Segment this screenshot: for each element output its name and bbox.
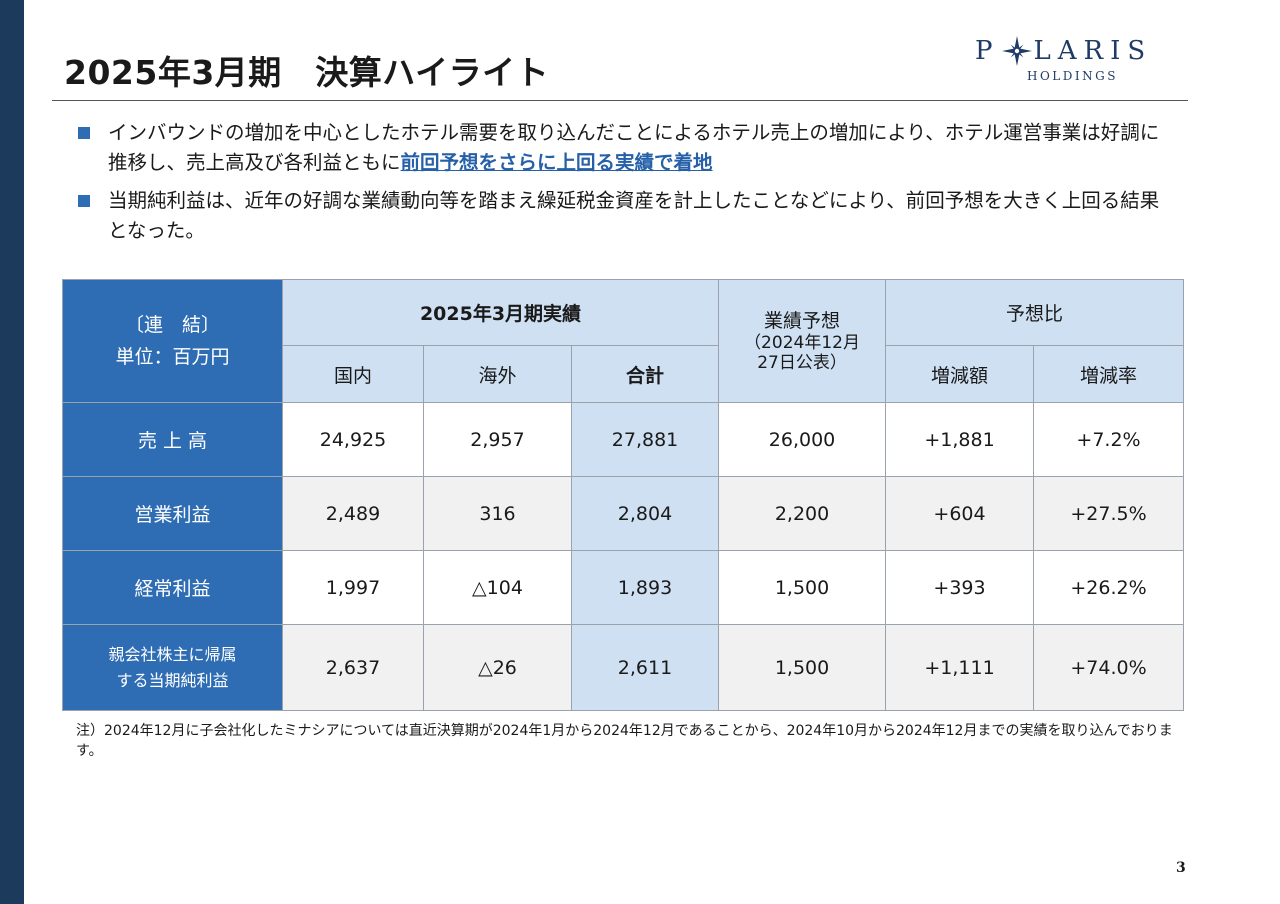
table-row: 経常利益 1,997 △104 1,893 1,500 +393 +26.2% [62, 550, 1185, 625]
col-overseas: 海外 [423, 345, 572, 403]
logo-subtitle: HOLDINGS [1027, 69, 1118, 83]
cell-diff: +1,881 [885, 402, 1035, 477]
actual-results-header: 2025年3月期実績 [281, 279, 720, 346]
cell-overseas: △104 [423, 550, 572, 625]
cell-total: 27,881 [570, 402, 720, 477]
logo-letters-laris: LARIS [1033, 36, 1153, 66]
cell-rate: +7.2% [1033, 402, 1185, 477]
square-bullet-icon [78, 127, 90, 139]
cell-diff: +604 [885, 476, 1035, 551]
north-star-icon [1001, 36, 1032, 66]
cell-forecast: 26,000 [718, 402, 887, 477]
cell-domestic: 2,637 [282, 624, 424, 711]
forecast-date-line1: （2024年12月 [744, 333, 860, 353]
cell-domestic: 2,489 [282, 476, 424, 551]
consolidated-label: 〔連 結〕 [124, 314, 220, 336]
col-rate: 増減率 [1033, 345, 1185, 403]
row-label-operating-profit: 営業利益 [62, 476, 283, 551]
cell-forecast: 2,200 [718, 476, 887, 551]
company-logo: P LARIS HOLDINGS [975, 36, 1175, 88]
cell-rate: +74.0% [1033, 624, 1185, 711]
cell-domestic: 1,997 [282, 550, 424, 625]
left-accent-bar [0, 0, 24, 904]
bullet-text-1: インバウンドの増加を中心としたホテル需要を取り込んだことによるホテル売上の増加に… [108, 121, 1160, 174]
cell-total: 1,893 [570, 550, 720, 625]
table-row: 営業利益 2,489 316 2,804 2,200 +604 +27.5% [62, 476, 1185, 551]
row-label-net-income-line1: 親会社株主に帰属 [108, 644, 237, 664]
table-corner-header: 〔連 結〕 単位：百万円 [62, 279, 283, 403]
cell-overseas: 316 [423, 476, 572, 551]
cell-overseas: △26 [423, 624, 572, 711]
compare-header: 予想比 [885, 279, 1185, 346]
logo-wordmark: P LARIS [975, 36, 1152, 66]
cell-total: 2,611 [570, 624, 720, 711]
forecast-date-line2: 27日公表） [757, 353, 847, 373]
row-label-net-income: 親会社株主に帰属 する当期純利益 [62, 624, 283, 711]
cell-diff: +393 [885, 550, 1035, 625]
table-row: 親会社株主に帰属 する当期純利益 2,637 △26 2,611 1,500 +… [62, 624, 1185, 711]
cell-diff: +1,111 [885, 624, 1035, 711]
cell-overseas: 2,957 [423, 402, 572, 477]
title-divider [52, 100, 1188, 101]
table-row: 売 上 高 24,925 2,957 27,881 26,000 +1,881 … [62, 402, 1185, 477]
cell-domestic: 24,925 [282, 402, 424, 477]
bullet-item-1: インバウンドの増加を中心としたホテル需要を取り込んだことによるホテル売上の増加に… [78, 118, 1178, 178]
results-table: 〔連 結〕 単位：百万円 2025年3月期実績 業績予想 （2024年12月 2… [62, 279, 1185, 711]
unit-label: 単位：百万円 [115, 346, 230, 368]
col-domestic: 国内 [282, 345, 424, 403]
cell-forecast: 1,500 [718, 624, 887, 711]
cell-rate: +26.2% [1033, 550, 1185, 625]
footnote: 注）2024年12月に子会社化したミナシアについては直近決算期が2024年1月か… [76, 723, 1173, 759]
cell-rate: +27.5% [1033, 476, 1185, 551]
cell-forecast: 1,500 [718, 550, 887, 625]
highlight-bullets: インバウンドの増加を中心としたホテル需要を取り込んだことによるホテル売上の増加に… [78, 118, 1178, 254]
bullet-item-2: 当期純利益は、近年の好調な業績動向等を踏まえ繰延税金資産を計上したことなどにより… [78, 186, 1178, 246]
page-title: 2025年3月期 決算ハイライト [64, 53, 550, 92]
col-diff: 増減額 [885, 345, 1035, 403]
row-label-net-income-line2: する当期純利益 [116, 670, 229, 690]
page-number: 3 [1176, 860, 1186, 876]
logo-letter-p: P [975, 36, 1000, 66]
forecast-title: 業績予想 [764, 310, 841, 332]
forecast-header: 業績予想 （2024年12月 27日公表） [718, 279, 887, 403]
bullet-text-2: 当期純利益は、近年の好調な業績動向等を踏まえ繰延税金資産を計上したことなどにより… [108, 189, 1160, 242]
bullet-highlight-1: 前回予想をさらに上回る実績で着地 [400, 151, 713, 174]
row-label-ordinary-profit: 経常利益 [62, 550, 283, 625]
row-label-sales: 売 上 高 [62, 402, 283, 477]
square-bullet-icon [78, 195, 90, 207]
col-total: 合計 [570, 345, 720, 403]
cell-total: 2,804 [570, 476, 720, 551]
